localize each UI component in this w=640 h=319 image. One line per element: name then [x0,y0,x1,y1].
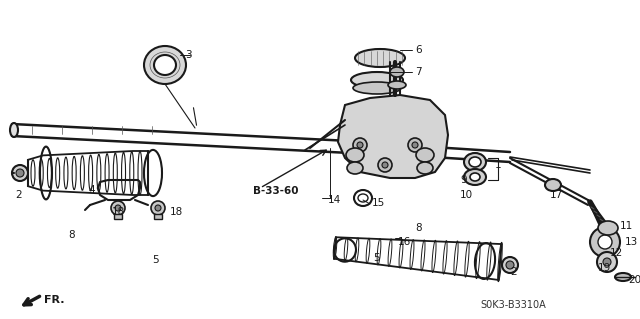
Circle shape [16,169,24,177]
Circle shape [597,252,617,272]
Circle shape [378,158,392,172]
Text: 13: 13 [625,237,638,247]
Ellipse shape [615,273,631,281]
Circle shape [151,201,165,215]
Ellipse shape [545,179,561,191]
Text: 18: 18 [170,207,183,217]
Circle shape [603,258,611,266]
Text: 2: 2 [15,190,22,200]
Text: 16: 16 [398,237,412,247]
Polygon shape [338,95,448,178]
Text: S0K3-B3310A: S0K3-B3310A [480,300,546,310]
Text: 10: 10 [460,190,473,200]
Circle shape [502,257,518,273]
Ellipse shape [598,221,618,235]
Ellipse shape [351,72,403,88]
Circle shape [115,205,121,211]
Circle shape [155,205,161,211]
Text: 7: 7 [415,67,422,77]
Ellipse shape [388,81,406,89]
Text: 14: 14 [328,195,341,205]
Circle shape [12,165,28,181]
Text: 20: 20 [628,275,640,285]
Circle shape [506,261,514,269]
Text: 17: 17 [550,190,563,200]
Ellipse shape [154,55,176,75]
Circle shape [353,138,367,152]
Bar [154,213,162,219]
Text: B-33-60: B-33-60 [253,186,298,196]
Circle shape [382,162,388,168]
Ellipse shape [416,148,434,162]
Text: 15: 15 [372,198,385,208]
Ellipse shape [417,162,433,174]
Ellipse shape [464,153,486,171]
Ellipse shape [353,82,401,94]
Text: 2: 2 [510,267,516,277]
Text: FR.: FR. [44,295,65,305]
Text: 5: 5 [152,255,159,265]
Ellipse shape [469,157,481,167]
Text: 19: 19 [598,263,611,273]
Text: 9: 9 [460,175,467,185]
Text: 1: 1 [495,160,502,170]
Circle shape [357,142,363,148]
Text: 11: 11 [620,221,633,231]
Ellipse shape [10,123,18,137]
Circle shape [590,227,620,257]
Ellipse shape [347,162,363,174]
Text: 8: 8 [68,230,75,240]
Circle shape [412,142,418,148]
Text: 4: 4 [88,185,95,195]
Ellipse shape [390,67,404,77]
Ellipse shape [346,148,364,162]
Ellipse shape [470,173,480,181]
Text: 5: 5 [373,253,380,263]
Ellipse shape [355,49,405,67]
Circle shape [598,235,612,249]
Text: 18: 18 [112,207,125,217]
Text: 6: 6 [415,45,422,55]
Circle shape [111,201,125,215]
Ellipse shape [464,169,486,185]
Circle shape [408,138,422,152]
Ellipse shape [144,46,186,84]
Bar [114,213,122,219]
Text: 12: 12 [610,248,623,258]
Text: 8: 8 [415,223,422,233]
Text: 3: 3 [185,50,191,60]
